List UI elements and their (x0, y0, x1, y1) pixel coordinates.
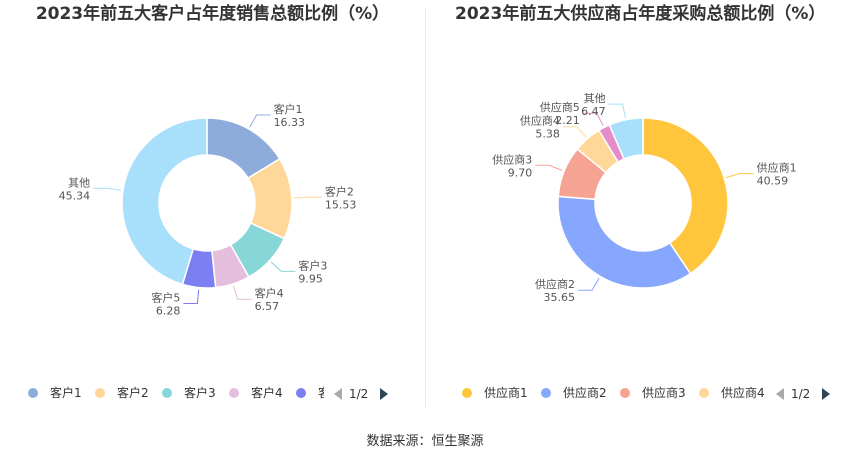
slice-value-label: 6.47 (581, 105, 606, 118)
legend-item[interactable]: 客户2 (95, 384, 162, 402)
next-page-icon[interactable] (822, 388, 830, 400)
slice-name-label: 客户5 (151, 291, 180, 305)
label-leader-line (535, 164, 563, 171)
slice-value-label: 45.34 (59, 189, 91, 202)
legend-label: 供应商2 (563, 386, 607, 400)
label-leader-line (608, 103, 626, 118)
slice-name-label: 客户1 (274, 102, 303, 116)
label-leader-line (582, 112, 604, 126)
slice-name-label: 客户2 (325, 184, 354, 198)
legend-item[interactable]: 供应商3 (620, 384, 699, 402)
legend-label: 供应商4 (721, 386, 765, 400)
label-leader-line (183, 289, 200, 305)
prev-page-icon[interactable] (776, 388, 784, 400)
legend-swatch (229, 388, 239, 398)
label-leader-line (293, 196, 322, 199)
legend-swatch (162, 388, 172, 398)
chart-title: 2023年前五大客户占年度销售总额比例（%） (35, 4, 390, 24)
legend-swatch (462, 388, 472, 398)
label-leader-line (93, 187, 122, 191)
slice-value-label: 6.57 (255, 300, 279, 313)
legend-item[interactable]: 客户5 (296, 384, 324, 402)
legend-page-indicator: 1/2 (791, 387, 811, 401)
legend-label: 客户2 (117, 386, 149, 400)
supplier-chart-panel: 2023年前五大供应商占年度采购总额比例（%） 供应商1 40.59 供应商2 35.… (425, 0, 850, 420)
slice-name-label: 供应商3 (492, 152, 532, 166)
chart-legend: 供应商1 供应商2 供应商3 供应商4 (462, 384, 787, 404)
legend-label: 客户4 (251, 386, 283, 400)
slice-name-label: 供应商1 (757, 161, 797, 175)
slice-value-label: 16.33 (274, 116, 306, 129)
legend-label: 客户1 (50, 386, 82, 400)
slice-value-label: 40.59 (757, 175, 789, 188)
legend-pager: 1/2 (334, 384, 394, 404)
legend-item[interactable]: 供应商1 (462, 384, 541, 402)
legend-page-indicator: 1/2 (349, 387, 369, 401)
customer-chart-panel: 2023年前五大客户占年度销售总额比例（%） 客户1 16.33 客户2 15.53 客… (0, 0, 425, 420)
label-leader-line (578, 277, 600, 291)
label-leader-line (562, 126, 587, 138)
legend-label: 客户5 (318, 384, 324, 402)
data-source-note: 数据来源：恒生聚源 (366, 434, 484, 449)
donut-slice-6[interactable] (608, 117, 644, 160)
slice-value-label: 35.65 (544, 291, 576, 304)
slice-name-label: 其他 (68, 176, 90, 189)
label-leader-line (249, 114, 271, 128)
slice-value-label: 2.21 (555, 114, 580, 127)
slice-value-label: 5.38 (535, 128, 560, 141)
legend-swatch (28, 388, 38, 398)
legend-item[interactable]: 客户1 (28, 384, 95, 402)
slice-value-label: 6.28 (156, 305, 181, 318)
slice-name-label: 供应商2 (535, 277, 575, 291)
slice-name-label: 供应商4 (520, 114, 560, 128)
donut-slice-6[interactable] (121, 117, 208, 286)
label-leader-line (270, 261, 296, 272)
legend-swatch (95, 388, 105, 398)
donut-slice-1[interactable] (642, 117, 729, 275)
slice-name-label: 客户3 (298, 258, 327, 272)
panel-divider (425, 8, 426, 408)
donut-slice-2[interactable] (557, 195, 692, 289)
label-leader-line (232, 285, 252, 300)
label-leader-line (726, 173, 754, 179)
legend-swatch (541, 388, 551, 398)
legend-item[interactable]: 供应商2 (541, 384, 620, 402)
legend-pager: 1/2 (776, 384, 836, 404)
legend-item[interactable]: 供应商4 (699, 384, 787, 402)
slice-name-label: 客户4 (255, 286, 284, 300)
next-page-icon[interactable] (380, 388, 388, 400)
legend-item[interactable]: 客户4 (229, 384, 296, 402)
legend-swatch (296, 388, 306, 398)
slice-value-label: 9.70 (508, 166, 533, 179)
slice-name-label: 供应商5 (540, 100, 580, 114)
legend-swatch (699, 388, 709, 398)
legend-label: 客户3 (184, 386, 216, 400)
legend-label: 供应商3 (642, 386, 686, 400)
slice-value-label: 15.53 (325, 198, 357, 211)
legend-swatch (620, 388, 630, 398)
prev-page-icon[interactable] (334, 388, 342, 400)
legend-item[interactable]: 客户3 (162, 384, 229, 402)
slice-value-label: 9.95 (298, 272, 323, 285)
slice-name-label: 其他 (584, 92, 606, 105)
chart-legend: 客户1 客户2 客户3 客户4 客户5 (28, 384, 324, 404)
legend-label: 供应商1 (484, 386, 528, 400)
chart-title: 2023年前五大供应商占年度采购总额比例（%） (455, 4, 826, 24)
